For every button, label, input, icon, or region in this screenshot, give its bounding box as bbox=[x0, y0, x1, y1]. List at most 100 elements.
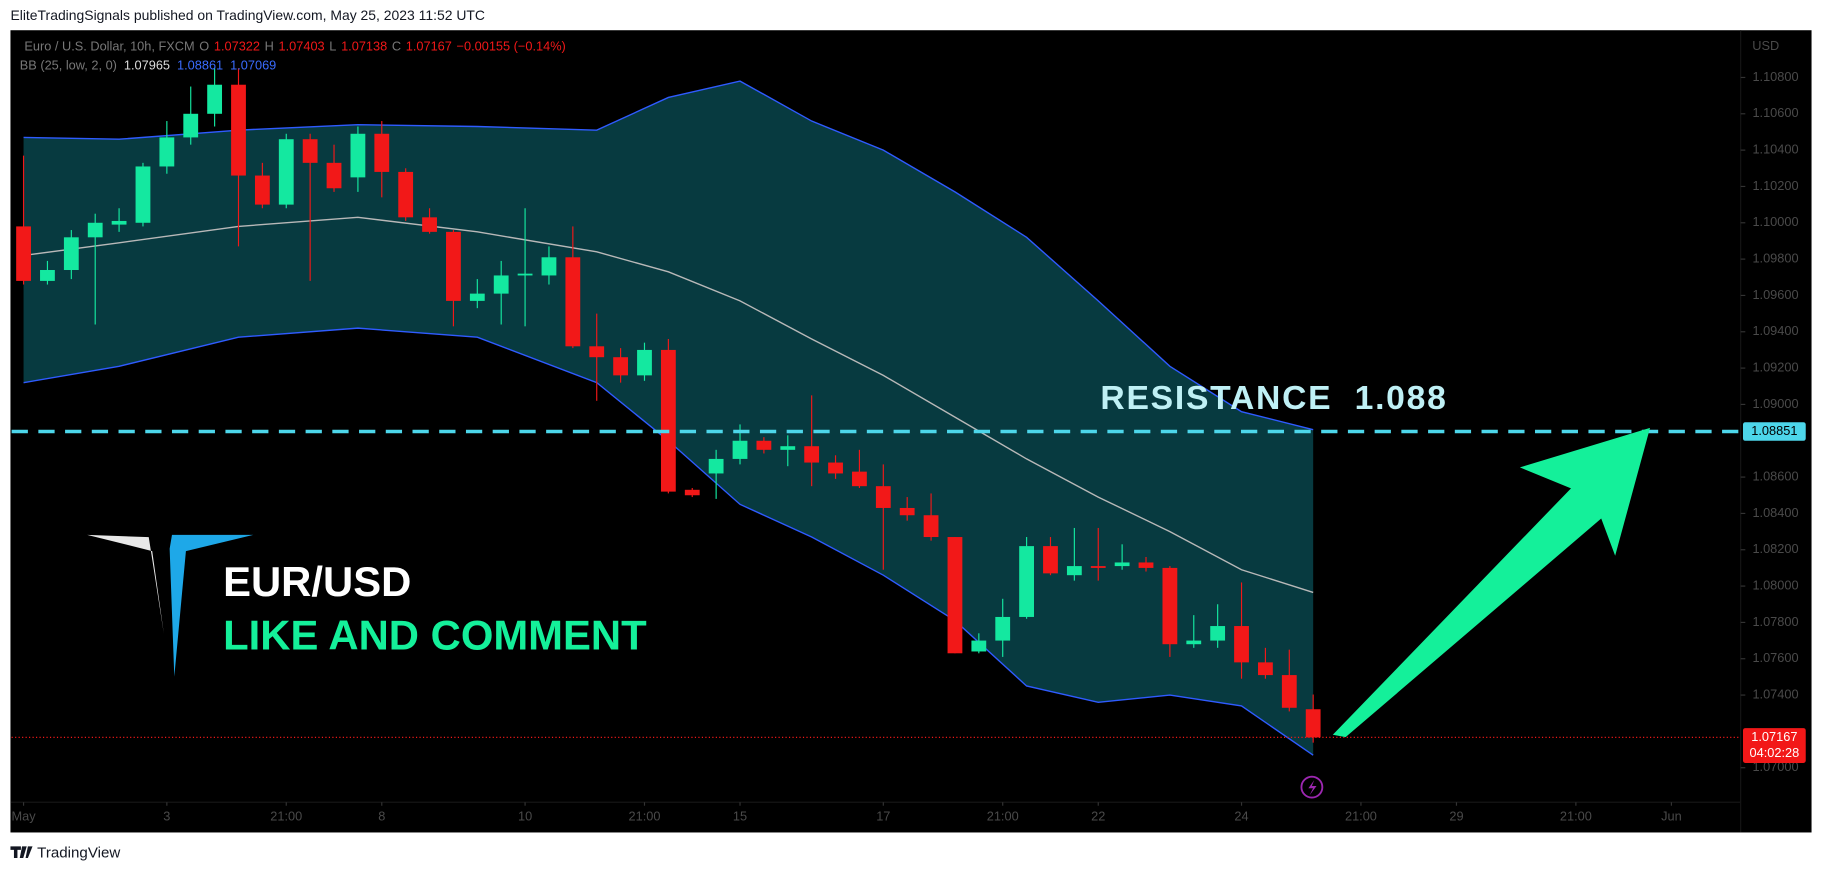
x-tick-label: 22 bbox=[1091, 809, 1105, 824]
candle-body bbox=[780, 446, 796, 450]
candle-body bbox=[1258, 662, 1273, 676]
y-tick-label: 1.09600 bbox=[1752, 287, 1798, 302]
candle-body bbox=[732, 440, 748, 459]
y-tick-label: 1.08400 bbox=[1752, 505, 1798, 520]
x-tick-label: 3 bbox=[163, 809, 170, 824]
candle-body bbox=[16, 226, 31, 281]
candle-body bbox=[1186, 640, 1202, 645]
legend-line: Euro / U.S. Dollar, 10h, FXCM O 1.07322 H 1.… bbox=[24, 39, 565, 54]
indicator-label: BB (25, low, 2, 0) bbox=[20, 58, 117, 73]
candle-body bbox=[469, 293, 485, 301]
symbol: Euro / U.S. Dollar, 10h, FXCM bbox=[24, 39, 194, 54]
resistance-label: RESISTANCE 1.088 bbox=[1100, 379, 1447, 417]
candle-body bbox=[183, 113, 199, 138]
candle-body bbox=[613, 357, 629, 376]
ohlc-letter: H bbox=[265, 39, 274, 54]
candle-body bbox=[254, 175, 270, 205]
candle-body bbox=[326, 162, 342, 189]
candle-body bbox=[971, 640, 987, 652]
candle-body bbox=[708, 458, 724, 474]
candle-body bbox=[1114, 562, 1130, 567]
x-tick-label: 29 bbox=[1449, 809, 1463, 824]
candle-body bbox=[1281, 675, 1297, 708]
arrow bbox=[1332, 427, 1651, 738]
candle-body bbox=[517, 273, 533, 276]
y-tick-label: 1.10800 bbox=[1752, 69, 1798, 84]
y-tick-label: 1.08000 bbox=[1752, 577, 1798, 592]
candle-body bbox=[446, 231, 461, 301]
candle-body bbox=[1019, 546, 1034, 617]
event-bolt bbox=[1308, 780, 1317, 796]
publisher: EliteTradingSignals published on Trading… bbox=[10, 7, 485, 23]
candle-body bbox=[756, 440, 772, 450]
candle-body bbox=[135, 166, 151, 223]
x-tick-label: 21:00 bbox=[987, 809, 1019, 824]
ohlc-letter: C bbox=[392, 39, 401, 54]
candle-body bbox=[660, 349, 676, 492]
ohlc-letter: O bbox=[199, 39, 209, 54]
candle-body bbox=[947, 537, 963, 654]
candle-body bbox=[1043, 546, 1058, 574]
band-lower bbox=[23, 327, 1314, 756]
y-tick-label: 1.10400 bbox=[1752, 141, 1798, 156]
x-tick-label: May bbox=[12, 809, 37, 824]
candle-body bbox=[231, 84, 246, 176]
ohlc-value: 1.07403 bbox=[279, 39, 325, 54]
band-basis bbox=[23, 216, 1314, 594]
y-tick-label: 1.09000 bbox=[1752, 396, 1798, 411]
ohlc-letter: L bbox=[329, 39, 336, 54]
candle-body bbox=[1138, 562, 1154, 568]
candle-body bbox=[1162, 567, 1178, 645]
candle-body bbox=[87, 222, 103, 238]
last-price-label: 1.07167 bbox=[1751, 729, 1797, 744]
x-tick-label: 21:00 bbox=[270, 809, 302, 824]
candle-body bbox=[1234, 626, 1249, 663]
candle-body bbox=[278, 139, 294, 205]
candle-body bbox=[804, 446, 820, 463]
footer-brand: TradingView bbox=[37, 844, 120, 861]
candle-body bbox=[302, 139, 318, 163]
candle-body bbox=[159, 137, 175, 167]
x-tick-label: 15 bbox=[733, 809, 747, 824]
ohlc-value: 1.07167 bbox=[406, 39, 452, 54]
resistance-box bbox=[1742, 422, 1806, 441]
y-tick-label: 1.08200 bbox=[1752, 541, 1798, 556]
x-tick-label: 8 bbox=[378, 809, 385, 824]
candle-body bbox=[63, 237, 79, 271]
lower-value: 1.07069 bbox=[230, 58, 276, 73]
y-tick-label: 1.07600 bbox=[1752, 650, 1798, 665]
candle-body bbox=[637, 349, 652, 376]
candle-body bbox=[852, 471, 867, 487]
resistance-price: 1.08851 bbox=[1751, 423, 1797, 438]
x-tick-label: 21:00 bbox=[1560, 809, 1592, 824]
y-tick-label: 1.08600 bbox=[1752, 468, 1798, 483]
candle-body bbox=[923, 515, 939, 538]
plot: USD1.070001.074001.076001.078001.080001.… bbox=[12, 38, 1806, 824]
candle-body bbox=[684, 489, 700, 496]
candle-body bbox=[422, 217, 437, 232]
candle-body bbox=[40, 270, 55, 281]
x-tick-label: 10 bbox=[518, 809, 532, 824]
candle-body bbox=[1066, 566, 1082, 576]
y-tick-label: 1.10200 bbox=[1752, 178, 1798, 193]
currency: USD bbox=[1752, 38, 1779, 53]
candle-body bbox=[1305, 709, 1321, 738]
ohlc-value: 1.07322 bbox=[214, 39, 260, 54]
last-price-box bbox=[1742, 728, 1806, 763]
logo-blue bbox=[169, 534, 254, 677]
x-tick-label: 17 bbox=[876, 809, 890, 824]
candle-body bbox=[207, 84, 223, 114]
y-tick-label: 1.10600 bbox=[1752, 105, 1798, 120]
footer: TradingView bbox=[10, 844, 120, 861]
candle-body bbox=[493, 275, 509, 294]
y-tick-label: 1.09800 bbox=[1752, 250, 1798, 265]
call-to-action: LIKE AND COMMENT bbox=[223, 611, 647, 658]
indicator-legend: BB (25, low, 2, 0) 1.07965 1.08861 1.07069 bbox=[20, 58, 277, 73]
candle-body bbox=[1090, 566, 1106, 568]
candle-body bbox=[398, 171, 414, 218]
change: −0.00155 (−0.14%) bbox=[457, 39, 566, 54]
event-icon[interactable] bbox=[1300, 775, 1324, 799]
x-tick-label: 21:00 bbox=[1345, 809, 1377, 824]
